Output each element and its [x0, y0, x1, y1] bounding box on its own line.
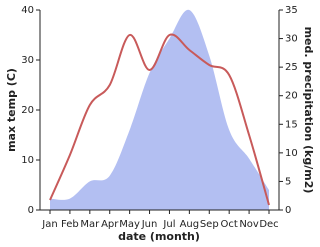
x-tick-label: May — [119, 219, 140, 230]
y-tick-label: 30 — [21, 55, 34, 66]
y-tick-label: 40 — [21, 5, 34, 16]
x-tick-label: Jun — [141, 219, 158, 230]
y2-tick-label: 20 — [285, 91, 298, 102]
y2-tick-label: 15 — [285, 119, 298, 130]
x-tick-label: Mar — [80, 219, 100, 230]
x-tick-label: Jul — [162, 219, 175, 230]
y2-tick-label: 5 — [285, 176, 291, 187]
y2-tick-label: 35 — [285, 5, 298, 16]
x-axis-label: date (month) — [118, 230, 200, 243]
x-tick-label: Apr — [101, 219, 119, 230]
x-tick-label: Feb — [61, 219, 79, 230]
y2-tick-label: 30 — [285, 34, 298, 45]
x-tick-label: Oct — [221, 219, 238, 230]
y2-tick-label: 0 — [285, 205, 291, 216]
x-tick-label: Aug — [180, 219, 200, 230]
y-tick-label: 10 — [21, 155, 34, 166]
x-tick-label: Dec — [259, 219, 278, 230]
y2-tick-label: 25 — [285, 62, 298, 73]
y-tick-label: 20 — [21, 105, 34, 116]
x-tick-label: Jan — [41, 219, 57, 230]
x-tick-label: Nov — [239, 219, 259, 230]
y2-tick-label: 10 — [285, 148, 298, 159]
precip-area — [50, 9, 269, 211]
y-axis-label: max temp (C) — [5, 68, 18, 152]
y-tick-label: 0 — [28, 205, 34, 216]
x-tick-label: Sep — [200, 219, 219, 230]
temp-line — [49, 33, 270, 206]
y2-axis-label: med. precipitation (kg/m2) — [302, 27, 315, 194]
